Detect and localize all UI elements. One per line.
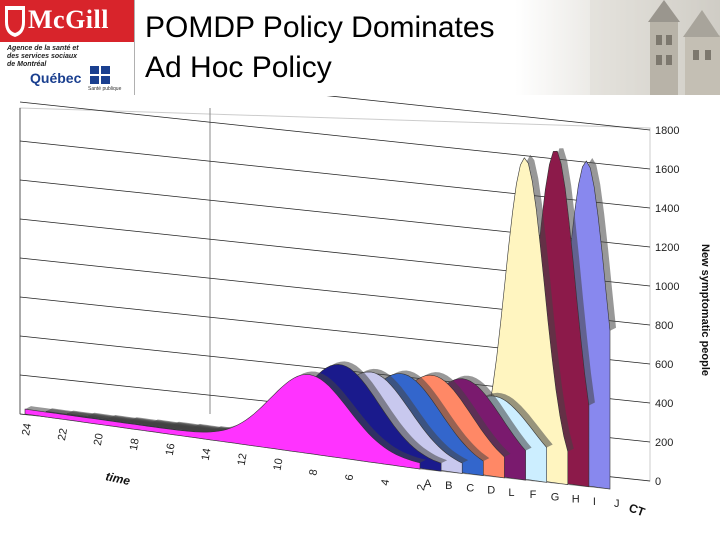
y-tick-label: 600	[655, 359, 673, 371]
sante-publique-text: Santé publique	[88, 86, 122, 92]
ribbon-A	[24, 374, 421, 470]
mcgill-logo: McGill	[0, 0, 134, 42]
mcgill-wordmark: McGill	[28, 5, 109, 34]
gridline	[19, 101, 651, 170]
agency-text: Agence de la santé et des services socia…	[7, 45, 79, 68]
z-tick-label: H	[572, 494, 580, 506]
z-tick-label: F	[530, 489, 537, 501]
z-tick-label: L	[508, 487, 514, 499]
ribbon-top-A	[25, 371, 426, 463]
x-tick-label: 2	[415, 483, 428, 491]
z-axis-title: CT	[627, 501, 647, 520]
y-tick-label: 0	[655, 476, 661, 488]
y-tick-label: 1000	[655, 281, 679, 293]
z-tick-label: I	[593, 496, 596, 508]
x-tick-label: 6	[343, 473, 356, 481]
x-tick-label: 16	[164, 442, 178, 456]
quebec-wordmark: Québec	[30, 70, 82, 86]
x-tick-label: 14	[200, 447, 214, 461]
chart-area: 0 200 400 600 800 1000 1200 1400 1600 1800 New sym…	[0, 62, 720, 540]
slide-title: POMDP Policy Dominates Ad Hoc Policy	[145, 11, 495, 84]
z-tick-label: J	[614, 498, 620, 510]
x-tick-label: 20	[92, 432, 106, 446]
crest-icon	[5, 6, 25, 37]
x-axis-title: time	[104, 469, 131, 488]
z-tick-label: B	[445, 480, 452, 492]
y-axis-title: New symptomatic people	[699, 244, 711, 376]
z-tick-label: G	[551, 491, 560, 503]
x-tick-label: 18	[128, 437, 142, 451]
ribbon-top-H	[172, 154, 574, 464]
y-tick-label: 1600	[655, 164, 679, 176]
fleur-de-lis-flag-icon	[90, 66, 110, 84]
slide-header: McGill Agence de la santé et des service…	[0, 0, 720, 95]
castle-photo	[590, 0, 720, 95]
x-tick-label: 12	[236, 452, 250, 466]
z-tick-label: D	[487, 485, 495, 497]
z-tick-label: C	[466, 482, 474, 494]
ribbon-top-G	[151, 392, 553, 454]
logo-block: McGill Agence de la santé et des service…	[0, 0, 135, 95]
x-tick-label: 4	[379, 478, 392, 486]
x-tick-label: 10	[272, 457, 286, 471]
y-tick-label: 1200	[655, 242, 679, 254]
x-tick-label: 22	[56, 427, 70, 441]
ribbon-chart: 0 200 400 600 800 1000 1200 1400 1600 1800 New sym…	[19, 62, 711, 520]
y-tick-label: 400	[655, 398, 673, 410]
x-tick-label: 8	[307, 468, 320, 476]
title-area: POMDP Policy Dominates Ad Hoc Policy	[135, 0, 720, 95]
y-tick-label: 200	[655, 437, 673, 449]
x-tick-label: 24	[20, 422, 34, 436]
y-tick-label: 1800	[655, 125, 679, 137]
z-tick-label: A	[424, 478, 432, 490]
y-tick-label: 800	[655, 320, 673, 332]
y-tick-label: 1400	[655, 203, 679, 215]
